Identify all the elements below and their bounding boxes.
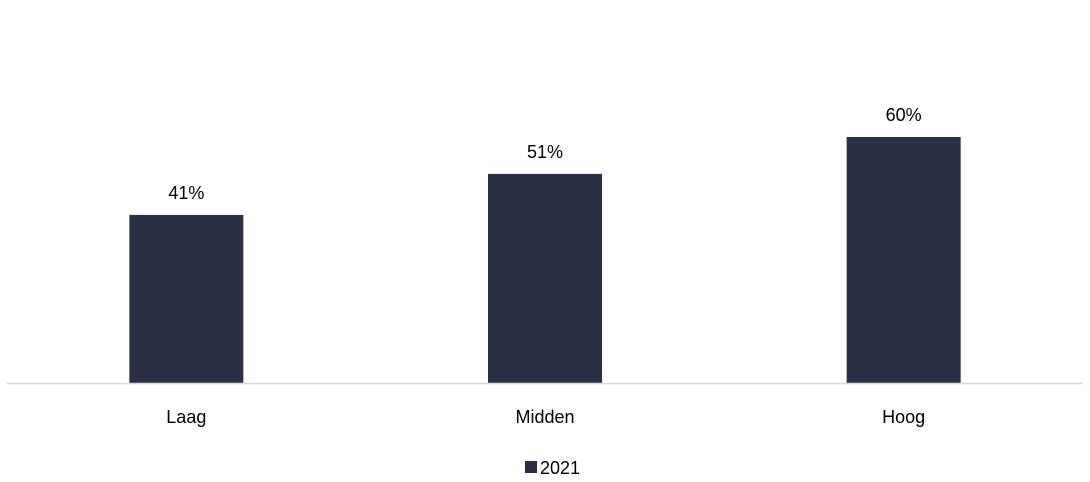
data-label-laag: 41% (168, 183, 204, 203)
data-label-midden: 51% (527, 142, 563, 162)
category-labels-group: Laag Midden Hoog (166, 407, 925, 427)
bar-midden (488, 173, 602, 383)
data-labels-group: 41% 51% 60% (168, 105, 921, 203)
category-label-hoog: Hoog (882, 407, 925, 427)
data-label-hoog: 60% (886, 105, 922, 125)
legend-label: 2021 (540, 458, 580, 477)
category-label-laag: Laag (166, 407, 206, 427)
bar-laag (129, 214, 244, 383)
bar-hoog (846, 137, 961, 383)
category-label-midden: Midden (515, 407, 574, 427)
legend: 2021 (525, 458, 580, 478)
legend-swatch (525, 461, 537, 473)
bars-group (129, 137, 961, 383)
